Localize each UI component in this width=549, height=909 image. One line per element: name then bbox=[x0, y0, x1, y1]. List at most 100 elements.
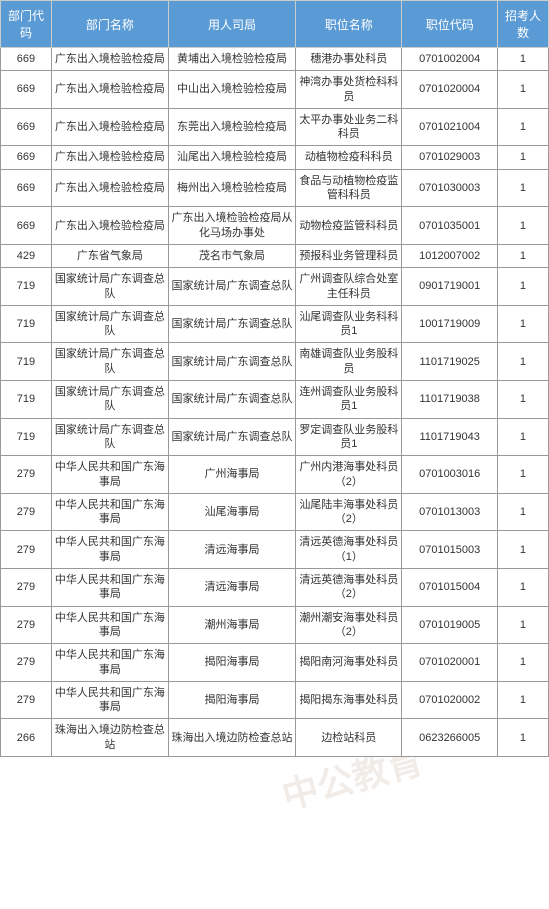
cell-position: 汕尾调查队业务科科员1 bbox=[296, 305, 402, 343]
cell-dept_name: 中华人民共和国广东海事局 bbox=[51, 606, 168, 644]
cell-count: 1 bbox=[497, 569, 548, 607]
cell-position: 广州内港海事处科员（2） bbox=[296, 456, 402, 494]
cell-count: 1 bbox=[497, 456, 548, 494]
cell-unit: 黄埔出入境检验检疫局 bbox=[168, 48, 295, 71]
cell-dept_name: 广东出入境检验检疫局 bbox=[51, 146, 168, 169]
cell-pos_code: 0701029003 bbox=[402, 146, 498, 169]
cell-count: 1 bbox=[497, 719, 548, 757]
cell-dept_name: 中华人民共和国广东海事局 bbox=[51, 456, 168, 494]
cell-dept_name: 广东出入境检验检疫局 bbox=[51, 169, 168, 207]
table-row: 719国家统计局广东调查总队国家统计局广东调查总队汕尾调查队业务科科员11001… bbox=[1, 305, 549, 343]
cell-dept_code: 279 bbox=[1, 456, 52, 494]
cell-dept_name: 国家统计局广东调查总队 bbox=[51, 381, 168, 419]
cell-dept_code: 669 bbox=[1, 108, 52, 146]
cell-dept_code: 279 bbox=[1, 606, 52, 644]
cell-unit: 国家统计局广东调查总队 bbox=[168, 268, 295, 306]
cell-pos_code: 1101719038 bbox=[402, 381, 498, 419]
table-row: 669广东出入境检验检疫局汕尾出入境检验检疫局动植物检疫科科员070102900… bbox=[1, 146, 549, 169]
cell-unit: 东莞出入境检验检疫局 bbox=[168, 108, 295, 146]
table-row: 719国家统计局广东调查总队国家统计局广东调查总队连州调查队业务股科员11101… bbox=[1, 381, 549, 419]
cell-dept_code: 266 bbox=[1, 719, 52, 757]
cell-position: 预报科业务管理科员 bbox=[296, 244, 402, 267]
cell-position: 神湾办事处货检科科员 bbox=[296, 71, 402, 109]
cell-count: 1 bbox=[497, 531, 548, 569]
cell-unit: 广东出入境检验检疫局从化马场办事处 bbox=[168, 207, 295, 245]
cell-position: 潮州潮安海事处科员（2） bbox=[296, 606, 402, 644]
cell-unit: 清远海事局 bbox=[168, 569, 295, 607]
cell-unit: 汕尾海事局 bbox=[168, 493, 295, 531]
cell-count: 1 bbox=[497, 606, 548, 644]
cell-dept_name: 中华人民共和国广东海事局 bbox=[51, 644, 168, 682]
cell-dept_code: 279 bbox=[1, 644, 52, 682]
cell-dept_name: 国家统计局广东调查总队 bbox=[51, 268, 168, 306]
cell-position: 清远英德海事处科员（2） bbox=[296, 569, 402, 607]
cell-unit: 潮州海事局 bbox=[168, 606, 295, 644]
cell-unit: 国家统计局广东调查总队 bbox=[168, 343, 295, 381]
cell-pos_code: 1101719025 bbox=[402, 343, 498, 381]
cell-pos_code: 0701035001 bbox=[402, 207, 498, 245]
cell-unit: 国家统计局广东调查总队 bbox=[168, 381, 295, 419]
cell-pos_code: 0701002004 bbox=[402, 48, 498, 71]
cell-pos_code: 0701003016 bbox=[402, 456, 498, 494]
header-cell-dept_code: 部门代码 bbox=[1, 1, 52, 48]
cell-unit: 揭阳海事局 bbox=[168, 681, 295, 719]
cell-pos_code: 0901719001 bbox=[402, 268, 498, 306]
header-row: 部门代码部门名称用人司局职位名称职位代码招考人数 bbox=[1, 1, 549, 48]
header-cell-unit: 用人司局 bbox=[168, 1, 295, 48]
cell-dept_code: 669 bbox=[1, 169, 52, 207]
cell-pos_code: 0701021004 bbox=[402, 108, 498, 146]
cell-pos_code: 0701015004 bbox=[402, 569, 498, 607]
cell-dept_code: 719 bbox=[1, 381, 52, 419]
header-cell-position: 职位名称 bbox=[296, 1, 402, 48]
cell-dept_code: 669 bbox=[1, 71, 52, 109]
cell-dept_code: 279 bbox=[1, 531, 52, 569]
cell-position: 食品与动植物检疫监管科科员 bbox=[296, 169, 402, 207]
cell-unit: 茂名市气象局 bbox=[168, 244, 295, 267]
table-row: 279中华人民共和国广东海事局潮州海事局潮州潮安海事处科员（2）07010190… bbox=[1, 606, 549, 644]
table-row: 669广东出入境检验检疫局广东出入境检验检疫局从化马场办事处动物检疫监管科科员0… bbox=[1, 207, 549, 245]
cell-pos_code: 0701019005 bbox=[402, 606, 498, 644]
table-body: 669广东出入境检验检疫局黄埔出入境检验检疫局穗港办事处科员0701002004… bbox=[1, 48, 549, 757]
cell-position: 太平办事处业务二科科员 bbox=[296, 108, 402, 146]
cell-pos_code: 0701020004 bbox=[402, 71, 498, 109]
cell-position: 动植物检疫科科员 bbox=[296, 146, 402, 169]
cell-count: 1 bbox=[497, 343, 548, 381]
table-row: 279中华人民共和国广东海事局揭阳海事局揭阳揭东海事处科员07010200021 bbox=[1, 681, 549, 719]
cell-dept_code: 669 bbox=[1, 48, 52, 71]
cell-position: 边检站科员 bbox=[296, 719, 402, 757]
cell-unit: 揭阳海事局 bbox=[168, 644, 295, 682]
cell-dept_code: 669 bbox=[1, 207, 52, 245]
cell-pos_code: 0701020001 bbox=[402, 644, 498, 682]
cell-count: 1 bbox=[497, 418, 548, 456]
cell-count: 1 bbox=[497, 305, 548, 343]
cell-pos_code: 1101719043 bbox=[402, 418, 498, 456]
cell-unit: 广州海事局 bbox=[168, 456, 295, 494]
cell-position: 广州调查队综合处室主任科员 bbox=[296, 268, 402, 306]
data-table: 部门代码部门名称用人司局职位名称职位代码招考人数 669广东出入境检验检疫局黄埔… bbox=[0, 0, 549, 757]
cell-dept_code: 279 bbox=[1, 569, 52, 607]
header-cell-dept_name: 部门名称 bbox=[51, 1, 168, 48]
cell-count: 1 bbox=[497, 108, 548, 146]
cell-dept_code: 719 bbox=[1, 343, 52, 381]
cell-unit: 清远海事局 bbox=[168, 531, 295, 569]
cell-position: 清远英德海事处科员（1） bbox=[296, 531, 402, 569]
table-row: 669广东出入境检验检疫局梅州出入境检验检疫局食品与动植物检疫监管科科员0701… bbox=[1, 169, 549, 207]
cell-count: 1 bbox=[497, 146, 548, 169]
cell-dept_code: 719 bbox=[1, 418, 52, 456]
cell-dept_code: 719 bbox=[1, 268, 52, 306]
cell-pos_code: 0701030003 bbox=[402, 169, 498, 207]
cell-dept_code: 429 bbox=[1, 244, 52, 267]
table-row: 719国家统计局广东调查总队国家统计局广东调查总队广州调查队综合处室主任科员09… bbox=[1, 268, 549, 306]
cell-position: 连州调查队业务股科员1 bbox=[296, 381, 402, 419]
cell-position: 罗定调查队业务股科员1 bbox=[296, 418, 402, 456]
table-row: 279中华人民共和国广东海事局清远海事局清远英德海事处科员（2）07010150… bbox=[1, 569, 549, 607]
table-row: 279中华人民共和国广东海事局揭阳海事局揭阳南河海事处科员07010200011 bbox=[1, 644, 549, 682]
cell-dept_name: 中华人民共和国广东海事局 bbox=[51, 681, 168, 719]
table-container: 中公教育中公教育中公教育中公教育 部门代码部门名称用人司局职位名称职位代码招考人… bbox=[0, 0, 549, 757]
cell-count: 1 bbox=[497, 644, 548, 682]
cell-position: 南雄调查队业务股科员 bbox=[296, 343, 402, 381]
cell-count: 1 bbox=[497, 244, 548, 267]
cell-pos_code: 0623266005 bbox=[402, 719, 498, 757]
cell-dept_name: 珠海出入境边防检查总站 bbox=[51, 719, 168, 757]
cell-count: 1 bbox=[497, 268, 548, 306]
